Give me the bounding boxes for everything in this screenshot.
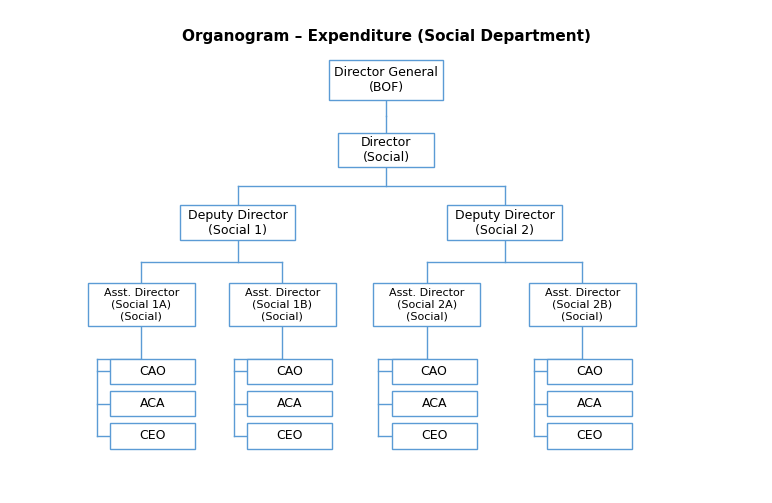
Text: CEO: CEO xyxy=(139,430,166,443)
Text: ACA: ACA xyxy=(140,397,165,410)
Text: Organogram – Expenditure (Social Department): Organogram – Expenditure (Social Departm… xyxy=(181,29,591,44)
FancyBboxPatch shape xyxy=(247,391,332,416)
Text: CAO: CAO xyxy=(276,365,303,378)
FancyBboxPatch shape xyxy=(391,391,477,416)
FancyBboxPatch shape xyxy=(247,359,332,384)
FancyBboxPatch shape xyxy=(391,359,477,384)
FancyBboxPatch shape xyxy=(110,424,195,449)
Text: ACA: ACA xyxy=(277,397,303,410)
FancyBboxPatch shape xyxy=(338,133,434,167)
Text: Asst. Director
(Social 2B)
(Social): Asst. Director (Social 2B) (Social) xyxy=(545,288,620,321)
FancyBboxPatch shape xyxy=(547,424,632,449)
FancyBboxPatch shape xyxy=(391,424,477,449)
FancyBboxPatch shape xyxy=(181,205,295,240)
FancyBboxPatch shape xyxy=(329,60,443,100)
FancyBboxPatch shape xyxy=(447,205,562,240)
Text: Asst. Director
(Social 2A)
(Social): Asst. Director (Social 2A) (Social) xyxy=(389,288,465,321)
Text: Asst. Director
(Social 1B)
(Social): Asst. Director (Social 1B) (Social) xyxy=(245,288,320,321)
Text: Asst. Director
(Social 1A)
(Social): Asst. Director (Social 1A) (Social) xyxy=(103,288,179,321)
FancyBboxPatch shape xyxy=(88,283,195,326)
Text: Director General
(BOF): Director General (BOF) xyxy=(334,66,438,94)
FancyBboxPatch shape xyxy=(529,283,636,326)
Text: ACA: ACA xyxy=(422,397,447,410)
FancyBboxPatch shape xyxy=(247,424,332,449)
Text: ACA: ACA xyxy=(577,397,603,410)
Text: CEO: CEO xyxy=(276,430,303,443)
FancyBboxPatch shape xyxy=(229,283,336,326)
FancyBboxPatch shape xyxy=(373,283,480,326)
Text: Deputy Director
(Social 2): Deputy Director (Social 2) xyxy=(455,209,554,236)
Text: CAO: CAO xyxy=(577,365,603,378)
Text: CEO: CEO xyxy=(577,430,603,443)
Text: CEO: CEO xyxy=(421,430,448,443)
FancyBboxPatch shape xyxy=(547,359,632,384)
FancyBboxPatch shape xyxy=(110,391,195,416)
Text: CAO: CAO xyxy=(139,365,166,378)
Text: Director
(Social): Director (Social) xyxy=(361,136,411,164)
Text: CAO: CAO xyxy=(421,365,448,378)
FancyBboxPatch shape xyxy=(110,359,195,384)
FancyBboxPatch shape xyxy=(547,391,632,416)
Text: Deputy Director
(Social 1): Deputy Director (Social 1) xyxy=(188,209,288,236)
